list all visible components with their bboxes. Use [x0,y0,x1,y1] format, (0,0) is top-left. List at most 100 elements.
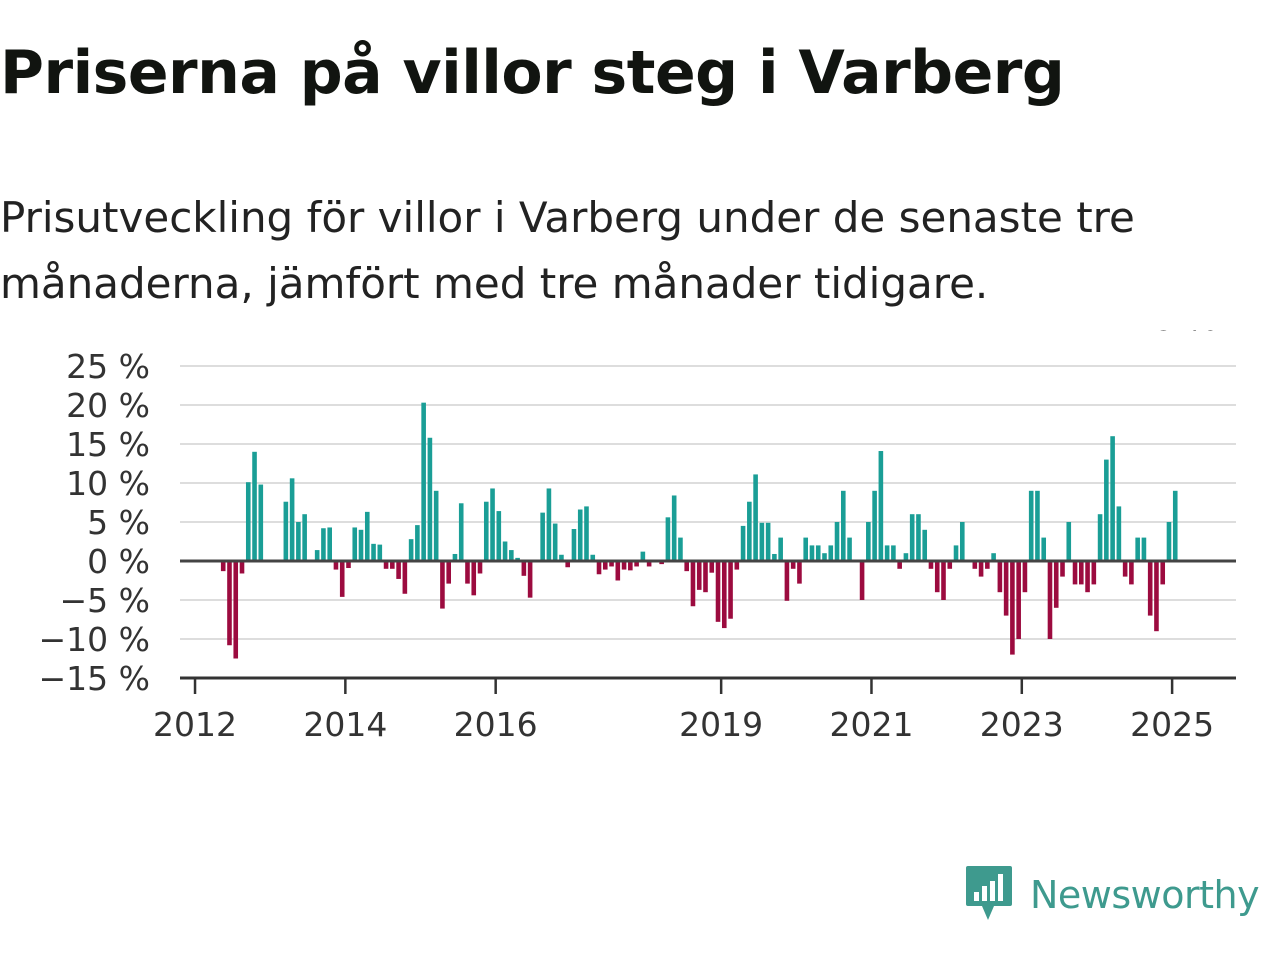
bar [427,437,433,561]
bar [884,545,890,561]
bar [903,553,909,561]
bar [1141,537,1147,561]
bar [991,553,996,561]
x-tick-label: 2025 [1130,705,1214,744]
bar [584,506,589,561]
bar [1122,561,1128,577]
x-tick-label: 2023 [980,705,1064,744]
bar [596,561,602,575]
bar [1147,561,1153,616]
bar [1091,561,1097,585]
bar [1016,561,1021,639]
bar [809,545,815,561]
bar [684,561,690,572]
bar [709,561,715,573]
bar [1110,436,1115,561]
bar [233,561,239,659]
bar [1003,561,1009,616]
bar [1047,561,1053,639]
bar [1116,506,1122,561]
bar [577,509,583,561]
y-tick-label: 0 % [87,542,150,581]
last-value-label: 9 % [1155,330,1218,338]
bar [922,529,928,561]
bar [1160,561,1166,585]
bar [540,512,545,561]
page-title: Priserna på villor steg i Varberg [0,38,1065,108]
bar [941,561,946,600]
bar [1172,490,1178,561]
bar [891,545,896,561]
bar [1104,459,1109,561]
bar [671,495,677,561]
y-tick-label: −5 % [60,581,151,620]
bar [1060,561,1065,577]
bar [778,537,783,561]
bar [928,561,934,569]
bar [1022,561,1028,593]
x-tick-label: 2012 [153,705,237,744]
bar [797,561,802,584]
bar [784,561,790,601]
bar [515,557,520,561]
bar [602,561,608,570]
bar [840,490,846,561]
bar [997,561,1003,593]
bar [371,543,376,561]
brand-name: Newsworthy [1030,873,1260,917]
bar [909,514,915,561]
bar [446,561,451,584]
bar [283,501,289,561]
bar [696,561,702,590]
bar [358,529,364,561]
bar [302,514,307,561]
bar [772,553,777,561]
bar [477,561,483,574]
bar [972,561,978,569]
bar [227,561,232,646]
bar [296,522,301,561]
bar [471,561,477,596]
gridlines [180,365,1236,640]
bar [408,539,414,561]
bar [1129,561,1134,585]
bar [1078,561,1084,585]
bar [546,488,552,561]
bar [571,529,577,561]
bar [690,561,696,607]
bar [402,561,408,594]
bar [433,490,439,561]
bar [859,561,865,600]
bar [834,522,840,561]
bar [440,561,445,609]
bar [258,484,264,561]
bar [759,522,765,561]
bar [252,451,257,561]
bar [333,561,339,570]
price-change-bar-chart: 25 %20 %15 %10 %5 %0 %−5 %−10 %−15 %2012… [39,330,1236,744]
bar [609,561,614,567]
bar [934,561,940,593]
bar [1072,561,1078,585]
bar [1028,490,1034,561]
bar [678,537,683,561]
bar [239,561,245,574]
bar [352,527,358,561]
bar [897,561,902,569]
bar [521,561,527,576]
bar [747,501,752,561]
bar [916,514,921,561]
bars [220,402,1178,659]
bar [289,478,295,561]
bar [715,561,721,622]
bar [628,561,633,571]
bar [1066,522,1072,561]
bar [866,522,871,561]
y-tick-label: 25 % [66,347,150,386]
bar [953,545,959,561]
bar [458,503,464,561]
bar [452,553,458,561]
bar [1010,561,1015,655]
bar [822,553,827,561]
bar [1041,537,1047,561]
